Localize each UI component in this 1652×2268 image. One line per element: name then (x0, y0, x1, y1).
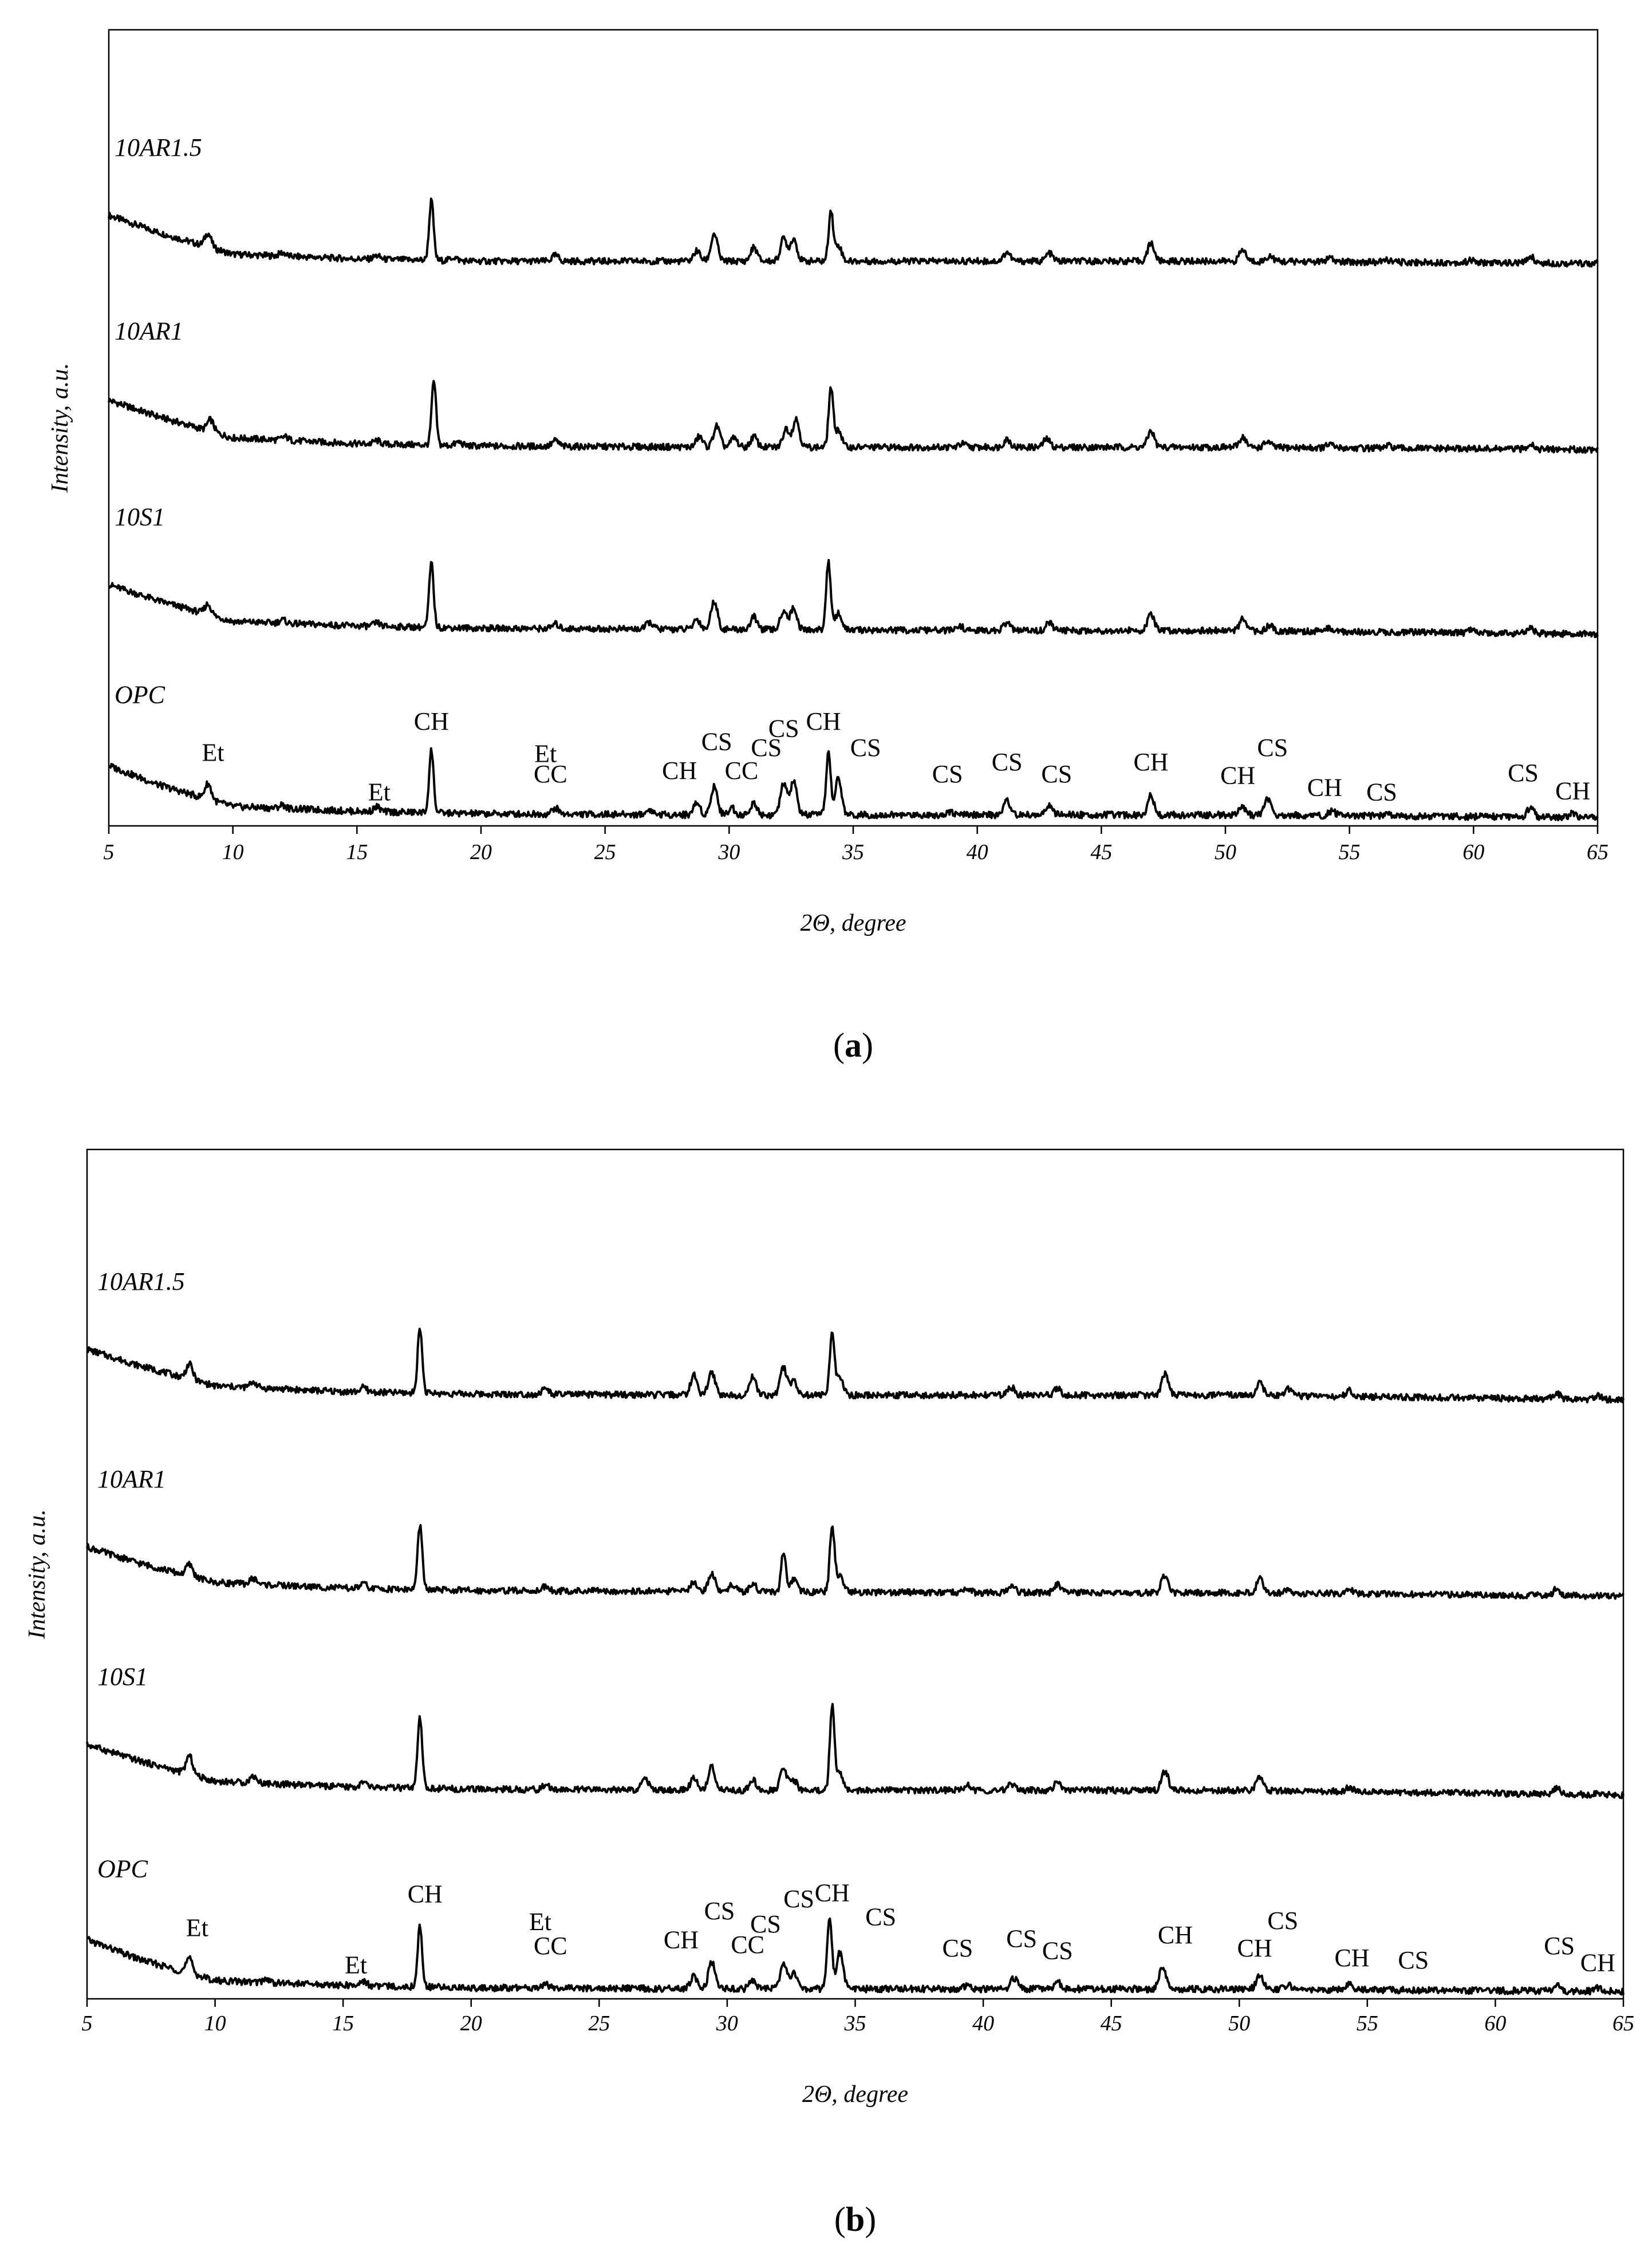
x-tick-label: 45 (1090, 840, 1112, 864)
peak-label-cc: CC (725, 757, 759, 785)
x-tick-label: 45 (1101, 2011, 1122, 2035)
peak-label-ch: CH (1220, 761, 1255, 789)
plot-frame (86, 1148, 1625, 2000)
peak-label-ch: CH (664, 1926, 699, 1954)
x-tick-label: 10 (222, 840, 244, 864)
peak-label-ch: CH (662, 757, 697, 785)
peak-label-cs: CS (701, 728, 732, 756)
peak-label-cs: CS (751, 734, 782, 762)
x-tick-label: 50 (1228, 2011, 1250, 2035)
peak-label-ch: CH (1307, 773, 1342, 801)
panel-caption: (a) (833, 1026, 873, 1064)
x-tick-label: 30 (717, 840, 740, 864)
series-line-10s1 (108, 558, 1599, 639)
peak-label-cs: CS (1042, 1936, 1073, 1964)
x-axis-label: 2Θ, degree (802, 2081, 908, 2108)
peak-label-cs: CS (704, 1897, 735, 1925)
peak-label-cs: CS (850, 734, 881, 762)
peak-label-cs: CS (1006, 1924, 1037, 1952)
x-tick-label: 20 (470, 840, 492, 864)
x-tick-label: 40 (967, 840, 988, 864)
series-label: 10AR1.5 (115, 133, 202, 162)
peak-label-ch: CH (408, 1880, 443, 1908)
peak-label-cs: CS (768, 714, 799, 742)
peak-label-cc: CC (534, 1932, 567, 1960)
series-line-10ar1 (108, 380, 1599, 454)
x-tick-label: 35 (842, 840, 864, 864)
x-tick-label: 65 (1587, 840, 1608, 864)
x-tick-label: 35 (844, 2011, 866, 2035)
x-tick-label: 30 (716, 2011, 738, 2035)
peak-label-ch: CH (414, 707, 449, 735)
peak-label-cs: CS (1267, 1907, 1298, 1935)
peak-label-ch: CH (1133, 748, 1168, 776)
series-label: 10AR1 (115, 317, 183, 345)
x-tick-label: 50 (1215, 840, 1236, 864)
series-line-opc (86, 1917, 1625, 1996)
peak-label-cc: CC (731, 1931, 764, 1959)
series-label: OPC (115, 681, 165, 709)
series-label: 10AR1 (97, 1465, 166, 1493)
x-tick-label: 15 (346, 840, 368, 864)
series-label: 10S1 (115, 503, 165, 531)
x-tick-label: 55 (1339, 840, 1361, 864)
peak-label-ch: CH (1555, 777, 1590, 805)
x-tick-label: 25 (594, 840, 616, 864)
peak-label-ch: CH (815, 1879, 850, 1907)
xrd-panel-b: 5 10 15 20 25 30 35 40 45 50 55 60 65 2Θ, degree Inten… (24, 1148, 1634, 2238)
series-line-10s1 (86, 1703, 1625, 1800)
peak-label-cs: CS (865, 1903, 896, 1931)
panel-caption: (b) (834, 2200, 876, 2238)
peak-label-ch: CH (1237, 1934, 1272, 1962)
peak-label-et: Et (534, 740, 557, 768)
peak-label-cs: CS (750, 1910, 781, 1938)
peak-label-cs: CS (1257, 734, 1288, 762)
peak-label-ch: CH (1580, 1948, 1615, 1976)
x-tick-label: 10 (204, 2011, 226, 2035)
peak-label-cs: CS (1366, 778, 1397, 806)
x-tick-label: 55 (1357, 2011, 1378, 2035)
x-tick-label: 60 (1462, 840, 1484, 864)
x-tick-label: 40 (972, 2011, 994, 2035)
peak-label-et: Et (529, 1908, 551, 1936)
series-line-opc (108, 747, 1599, 822)
series-label: OPC (97, 1855, 148, 1883)
peak-label-et: Et (202, 738, 224, 766)
x-tick-label: 65 (1612, 2011, 1634, 2035)
peak-label-et: Et (186, 1914, 208, 1942)
plot-frame (108, 29, 1599, 827)
x-tick-label: 15 (332, 2011, 354, 2035)
peak-label-cs: CS (1398, 1946, 1429, 1974)
peak-label-et: Et (368, 778, 391, 806)
peak-label-cs: CS (1041, 760, 1072, 788)
peak-label-cs: CS (783, 1885, 814, 1913)
peak-label-ch: CH (806, 707, 841, 735)
y-axis-label: Intensity, a.u. (24, 1509, 50, 1639)
series-line-10ar1 (86, 1524, 1625, 1600)
peak-label-cs: CS (1508, 759, 1539, 787)
series-line-10ar1-5 (108, 197, 1599, 268)
peak-label-ch: CH (1158, 1921, 1193, 1949)
peak-label-cs: CS (992, 748, 1023, 776)
peak-label-cs: CS (942, 1934, 973, 1962)
peak-label-cc: CC (534, 760, 567, 788)
peak-label-et: Et (345, 1951, 367, 1979)
x-axis-label: 2Θ, degree (800, 910, 906, 936)
x-tick-label: 60 (1484, 2011, 1506, 2035)
series-label: 10S1 (97, 1663, 148, 1691)
x-tick-label: 5 (82, 2011, 93, 2035)
xrd-panel-a: 5 10 15 20 25 30 35 40 45 50 55 60 65 2Θ, degree Inten… (47, 29, 1608, 1064)
x-tick-label: 5 (104, 840, 115, 864)
peak-label-cs: CS (1544, 1932, 1575, 1960)
series-line-10ar1-5 (86, 1328, 1625, 1404)
peak-label-cs: CS (932, 760, 963, 788)
y-axis-label: Intensity, a.u. (47, 363, 73, 493)
peak-label-ch: CH (1334, 1944, 1369, 1972)
x-tick-label: 20 (460, 2011, 482, 2035)
x-tick-label: 25 (588, 2011, 610, 2035)
series-label: 10AR1.5 (97, 1267, 185, 1296)
